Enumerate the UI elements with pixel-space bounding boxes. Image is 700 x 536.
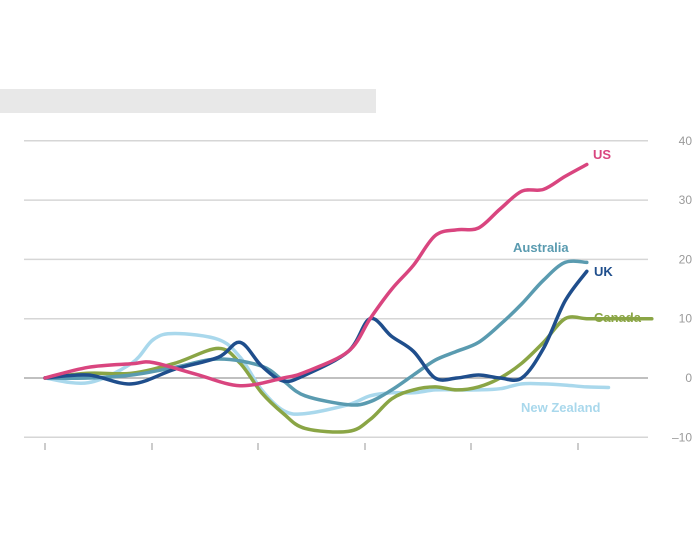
chart-subtitle-bar	[0, 89, 376, 113]
series-line-us	[43, 162, 589, 388]
y-tick-label: 20	[679, 252, 693, 266]
series-label-uk: UK	[594, 264, 613, 279]
y-tick-label: 0	[685, 371, 692, 385]
y-tick-label: 10	[679, 312, 693, 326]
y-tick-label: 30	[679, 193, 693, 207]
series-label-canada: Canada	[594, 310, 642, 325]
y-tick-label: –10	[672, 430, 692, 444]
series-label-new-zealand: New Zealand	[521, 400, 601, 415]
y-tick-label: 40	[679, 134, 693, 148]
series-label-australia: Australia	[513, 240, 569, 255]
series-label-us: US	[593, 147, 611, 162]
series-line-new-zealand	[43, 331, 611, 416]
